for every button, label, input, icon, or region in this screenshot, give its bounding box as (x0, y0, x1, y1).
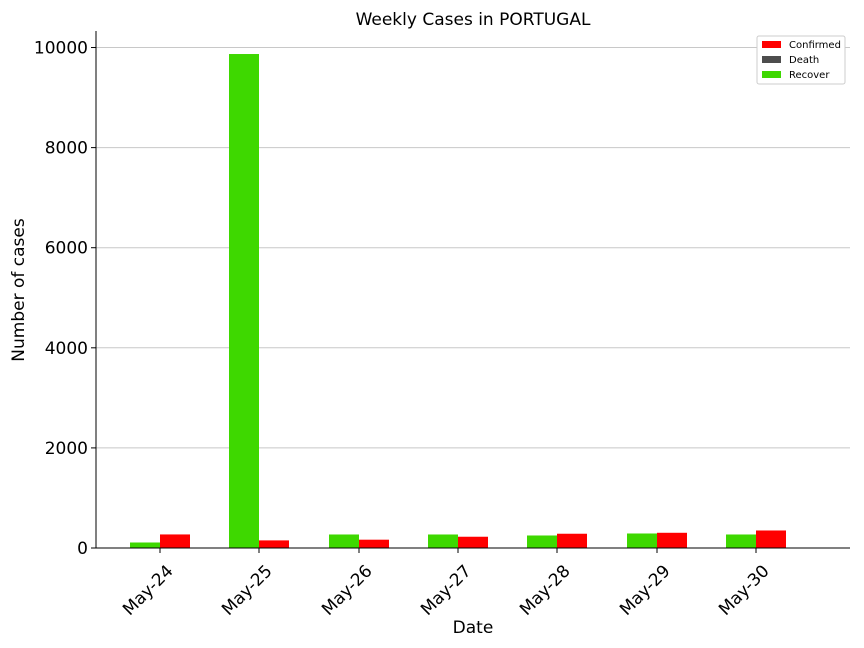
x-tick-label: May-25 (218, 561, 276, 619)
bar-confirmed (756, 530, 786, 548)
legend-label: Death (789, 55, 819, 66)
y-tick-label: 0 (77, 539, 88, 559)
bars (130, 54, 786, 548)
legend-swatch (762, 56, 781, 63)
x-tick-label: May-24 (119, 561, 177, 619)
bar-confirmed (458, 536, 488, 548)
bar-confirmed (160, 534, 190, 548)
y-tick-label: 2000 (45, 439, 88, 459)
chart-title: Weekly Cases in PORTUGAL (356, 10, 591, 30)
x-tick-label: May-27 (417, 561, 475, 619)
bar-confirmed (259, 540, 289, 548)
x-tick-label: May-26 (318, 561, 376, 619)
legend-label: Recover (789, 70, 830, 81)
bar-recover (229, 54, 259, 548)
x-axis-label: Date (453, 618, 494, 638)
x-tick-label: May-28 (516, 561, 574, 619)
x-tick-label: May-29 (616, 561, 674, 619)
bar-confirmed (657, 532, 687, 548)
bar-confirmed (359, 539, 389, 548)
x-tick-label: May-30 (715, 561, 773, 619)
legend-swatch (762, 71, 781, 78)
legend-swatch (762, 41, 781, 48)
y-tick-label: 4000 (45, 339, 88, 359)
y-tick-label: 10000 (34, 39, 88, 59)
bar-recover (130, 542, 160, 548)
bar-recover (527, 535, 557, 548)
axes (95, 31, 850, 549)
bar-recover (627, 533, 657, 548)
y-axis-label: Number of cases (9, 218, 29, 362)
y-tick-labels: 0 2000 4000 6000 8000 10000 (34, 39, 96, 559)
y-tick-label: 8000 (45, 139, 88, 159)
y-tick-label: 6000 (45, 239, 88, 259)
x-tick-labels: May-24 May-25 May-26 May-27 May-28 May-29 May-… (119, 548, 774, 620)
gridlines (96, 47, 850, 449)
legend: Confirmed Death Recover (756, 35, 846, 85)
bar-confirmed (557, 533, 587, 548)
bar-recover (726, 534, 756, 548)
bar-recover (329, 534, 359, 548)
bar-recover (428, 534, 458, 548)
legend-label: Confirmed (789, 40, 841, 51)
